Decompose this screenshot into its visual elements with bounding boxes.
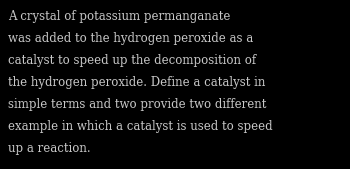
Text: catalyst to speed up the decomposition of: catalyst to speed up the decomposition o…	[8, 54, 256, 67]
Text: A crystal of potassium permanganate: A crystal of potassium permanganate	[8, 10, 230, 23]
Text: up a reaction.: up a reaction.	[8, 142, 91, 155]
Text: simple terms and two provide two different: simple terms and two provide two differe…	[8, 98, 266, 111]
Text: example in which a catalyst is used to speed: example in which a catalyst is used to s…	[8, 120, 273, 133]
Text: the hydrogen peroxide. Define a catalyst in: the hydrogen peroxide. Define a catalyst…	[8, 76, 265, 89]
Text: was added to the hydrogen peroxide as a: was added to the hydrogen peroxide as a	[8, 32, 253, 45]
